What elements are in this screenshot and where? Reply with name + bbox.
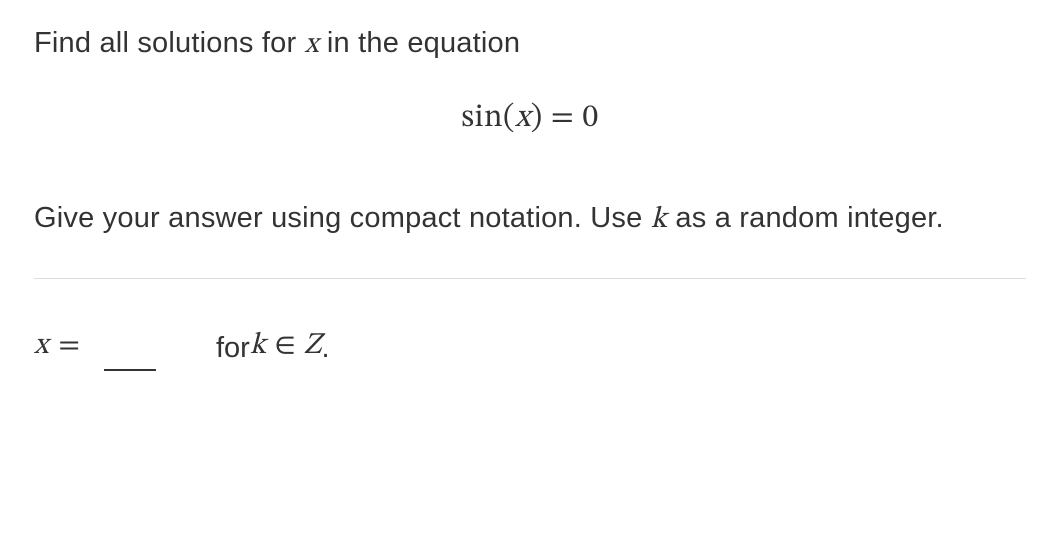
instruction-suffix: as a random integer. [667, 202, 944, 234]
equation-var-x: x [515, 102, 531, 134]
element-of-symbol: ∈ [266, 327, 304, 365]
equation-func: sin [461, 102, 503, 134]
instruction-prefix: Give your answer using compact notation.… [34, 202, 651, 234]
equation-display: sin(x) = 0 [34, 98, 1026, 138]
prompt-suffix: in the equation [319, 27, 521, 59]
equation-equals: = [543, 102, 583, 134]
answer-period: . [322, 332, 330, 365]
answer-k-var: k [250, 327, 266, 365]
answer-lhs-x: x [34, 327, 48, 365]
answer-row: x = for k ∈ Z. [34, 327, 1026, 365]
problem-page: Find all solutions for x in the equation… [0, 0, 1060, 365]
prompt-prefix: Find all solutions for [34, 27, 305, 59]
instruction-text: Give your answer using compact notation.… [34, 196, 1026, 244]
answer-for-text: for [216, 332, 250, 365]
equation-open-paren: ( [503, 102, 515, 134]
instruction-variable-k: k [651, 205, 667, 235]
prompt-variable-x: x [305, 30, 319, 59]
answer-equals: = [58, 327, 80, 365]
equation-close-paren: ) [531, 102, 543, 134]
prompt-line: Find all solutions for x in the equation [34, 24, 1026, 64]
integers-set-symbol: Z [304, 327, 322, 365]
answer-blank-input[interactable] [104, 341, 156, 371]
divider [34, 278, 1026, 279]
equation-rhs: 0 [582, 102, 598, 134]
